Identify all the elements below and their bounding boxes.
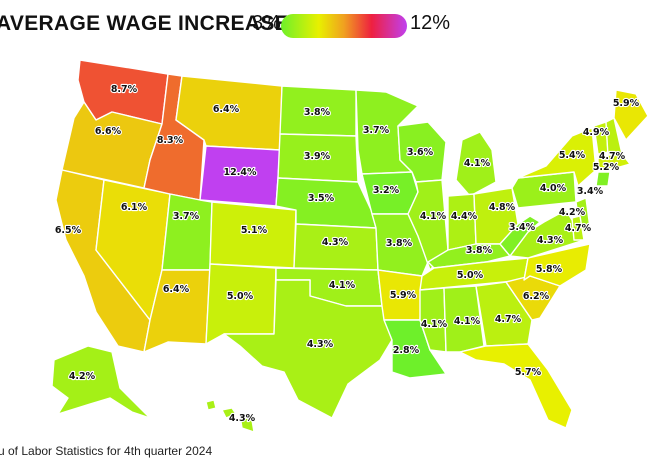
label-ok: 4.1% — [329, 280, 356, 291]
label-wy: 12.4% — [224, 167, 257, 178]
label-nj: 4.2% — [559, 207, 586, 218]
header: AVERAGE WAGE INCREASE 3% 12% — [0, 8, 660, 42]
label-ar: 5.9% — [390, 290, 417, 301]
state-ms[interactable] — [419, 287, 447, 353]
label-tx: 4.3% — [307, 339, 334, 350]
label-sc: 6.2% — [523, 291, 550, 302]
label-ne: 3.5% — [308, 193, 335, 204]
label-nh: 4.7% — [599, 151, 626, 162]
label-sd: 3.9% — [304, 151, 331, 162]
label-ak: 4.2% — [69, 371, 96, 382]
label-nc: 5.8% — [536, 264, 563, 275]
state-mi[interactable] — [455, 131, 497, 197]
label-id: 8.3% — [157, 135, 184, 146]
label-nv: 6.1% — [121, 202, 148, 213]
state-ri[interactable] — [595, 171, 611, 187]
state-nm[interactable] — [205, 263, 277, 345]
legend-min-label: 3% — [252, 12, 281, 34]
state-value-labels: 8.7% 6.6% 6.5% 6.1% 8.3% 6.4% 12.4% 3.7%… — [54, 83, 641, 425]
state-me[interactable] — [613, 89, 649, 141]
label-tn: 5.0% — [457, 270, 484, 281]
state-fl[interactable] — [459, 343, 573, 429]
label-ia: 3.2% — [373, 185, 400, 196]
label-mn: 3.7% — [363, 125, 390, 136]
label-in: 4.4% — [451, 211, 478, 222]
state-ny[interactable] — [517, 127, 597, 187]
label-mi: 4.1% — [464, 158, 491, 169]
state-ak[interactable] — [51, 345, 151, 419]
state-pa[interactable] — [511, 171, 577, 209]
label-ks: 4.3% — [322, 237, 349, 248]
state-il[interactable] — [407, 179, 449, 271]
label-ut: 3.7% — [173, 211, 200, 222]
label-mt: 6.4% — [213, 104, 240, 115]
label-ms: 4.1% — [421, 319, 448, 330]
state-de[interactable] — [571, 215, 585, 241]
label-al: 4.1% — [454, 316, 481, 327]
label-wa: 8.7% — [111, 84, 138, 95]
label-wv: 3.4% — [509, 222, 536, 233]
label-or: 6.6% — [95, 126, 122, 137]
state-wv[interactable] — [499, 215, 541, 257]
label-ky: 3.8% — [466, 245, 493, 256]
state-shapes — [51, 59, 649, 433]
label-hi: 4.3% — [229, 413, 256, 424]
label-me: 5.9% — [613, 98, 640, 109]
state-ga[interactable] — [475, 281, 533, 347]
label-va: 4.3% — [537, 235, 564, 246]
label-pa: 4.0% — [540, 183, 567, 194]
state-ut[interactable] — [161, 193, 213, 271]
label-la: 2.8% — [393, 345, 420, 356]
state-hi[interactable] — [205, 399, 255, 433]
label-ga: 4.7% — [495, 314, 522, 325]
label-fl: 5.7% — [515, 367, 542, 378]
legend-gradient-bar — [281, 14, 407, 38]
label-az: 6.4% — [163, 284, 190, 295]
legend-max-label: 12% — [410, 12, 451, 34]
label-ri: 3.4% — [577, 186, 604, 197]
map-title: AVERAGE WAGE INCREASE — [0, 12, 289, 35]
label-nd: 3.8% — [304, 107, 331, 118]
label-vt: 4.9% — [583, 127, 610, 138]
label-de: 4.7% — [565, 223, 592, 234]
label-ny: 5.4% — [559, 150, 586, 161]
label-il: 4.1% — [420, 211, 447, 222]
state-tx[interactable] — [223, 279, 393, 419]
label-ma: 5.2% — [593, 162, 620, 173]
label-ca: 6.5% — [55, 225, 82, 236]
state-ma[interactable] — [597, 153, 631, 171]
source-note: u of Labor Statistics for 4th quarter 20… — [0, 444, 213, 458]
label-oh: 4.8% — [489, 202, 516, 213]
label-wi: 3.6% — [407, 147, 434, 158]
label-co: 5.1% — [241, 225, 268, 236]
state-in[interactable] — [447, 193, 477, 251]
label-mo: 3.8% — [386, 238, 413, 249]
label-nm: 5.0% — [227, 291, 254, 302]
